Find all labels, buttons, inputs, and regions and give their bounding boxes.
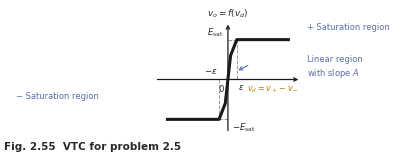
Text: $0$: $0$ [218, 84, 225, 95]
Text: + Saturation region: + Saturation region [307, 23, 390, 32]
Text: $-\varepsilon$: $-\varepsilon$ [204, 67, 218, 76]
Text: Fig. 2.55  VTC for problem 2.5: Fig. 2.55 VTC for problem 2.5 [4, 142, 181, 152]
Text: − Saturation region: − Saturation region [16, 92, 99, 101]
Text: Linear region
with slope $A$: Linear region with slope $A$ [307, 55, 363, 80]
Text: $-E_{\rm sat}$: $-E_{\rm sat}$ [232, 121, 256, 134]
Text: $E_{\rm sat}$: $E_{\rm sat}$ [207, 26, 223, 39]
Text: $\varepsilon$: $\varepsilon$ [238, 84, 244, 93]
Text: $v_o = f(v_d)$: $v_o = f(v_d)$ [207, 7, 249, 20]
Text: $v_d = v_+ - v_-$: $v_d = v_+ - v_-$ [247, 85, 299, 95]
